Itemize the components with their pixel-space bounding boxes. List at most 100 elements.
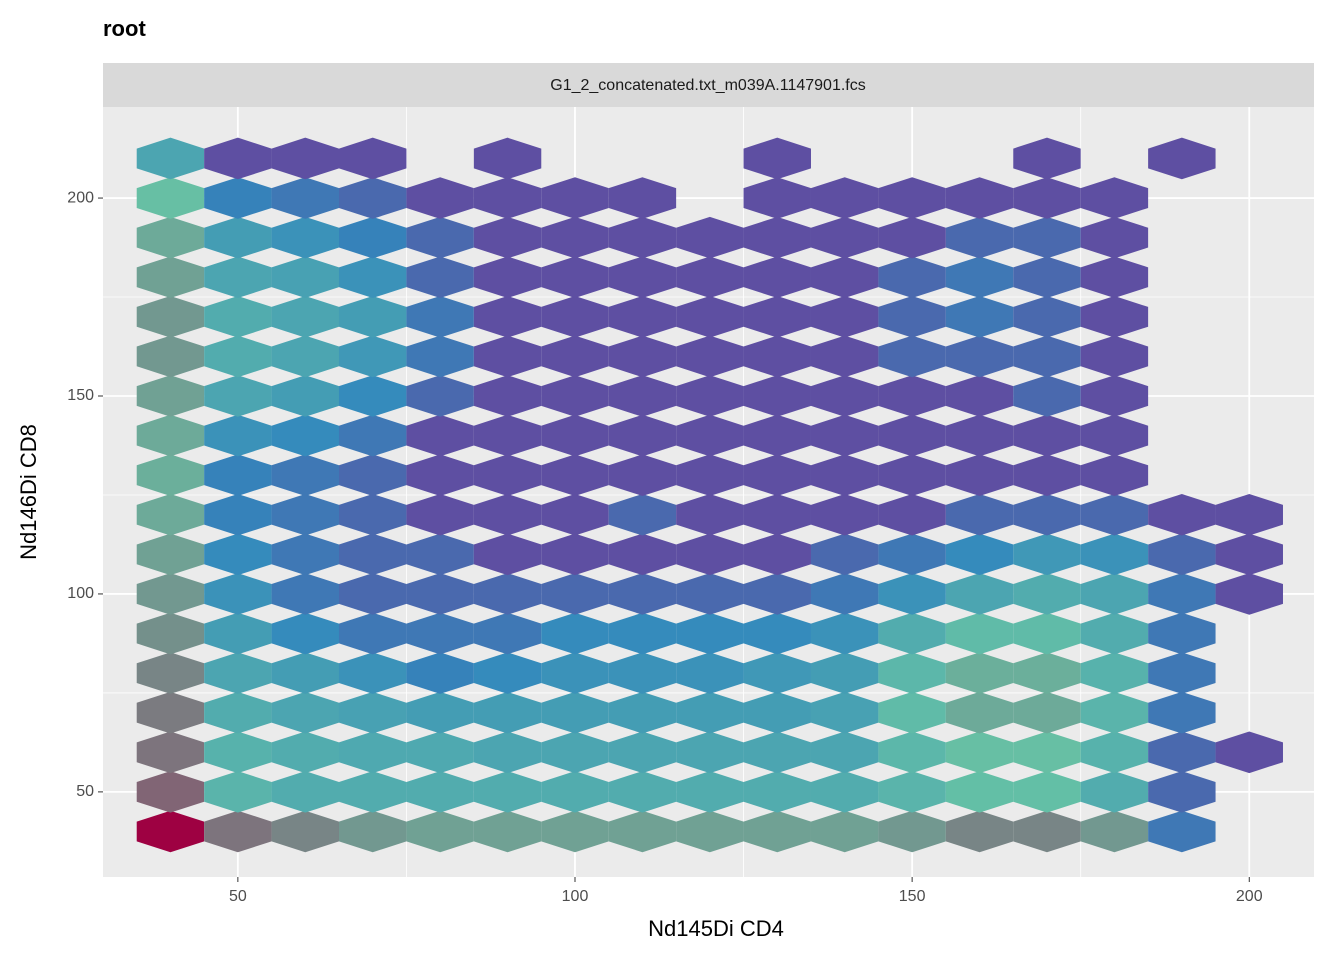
hex-cell <box>1148 137 1216 180</box>
hex-cell <box>473 533 542 576</box>
hex-cell <box>878 691 946 734</box>
hex-cell <box>473 296 542 338</box>
hex-cell <box>136 375 205 417</box>
hex-cell <box>945 771 1014 813</box>
hex-cell <box>878 256 946 299</box>
hex-cell <box>1013 414 1081 457</box>
hex-cell <box>204 810 272 853</box>
hex-cell <box>608 296 677 338</box>
hex-cell <box>743 691 811 734</box>
hex-cell <box>945 652 1014 694</box>
hex-cell <box>810 771 879 813</box>
hex-cell <box>743 414 811 457</box>
hex-cell <box>676 691 744 734</box>
hex-cell <box>878 652 946 694</box>
x-axis-label: Nd145Di CD4 <box>648 916 784 941</box>
hex-cell <box>136 771 205 813</box>
hex-cell <box>743 652 811 694</box>
hex-cell <box>1215 533 1283 576</box>
hex-cell <box>810 533 879 576</box>
hex-cell <box>676 533 744 576</box>
hex-cell <box>1013 375 1081 417</box>
hex-cell <box>878 533 946 576</box>
hex-cell <box>204 691 272 734</box>
hex-cell <box>1148 691 1216 734</box>
hex-cell <box>136 296 205 338</box>
hex-cell <box>1080 177 1149 219</box>
hex-cell <box>338 652 407 694</box>
hex-cell <box>406 256 474 299</box>
hex-cell <box>1215 731 1283 774</box>
hex-cell <box>541 573 609 615</box>
hex-cell <box>608 216 677 259</box>
hex-cell <box>473 335 542 378</box>
hex-cell <box>810 573 879 615</box>
hex-cell <box>1013 296 1081 338</box>
hex-cell <box>271 810 339 853</box>
hex-cell <box>541 493 609 536</box>
hex-cell <box>338 335 407 378</box>
hex-cell <box>945 691 1014 734</box>
hex-cell <box>743 573 811 615</box>
hex-cell <box>541 731 609 774</box>
hex-cell <box>1080 296 1149 338</box>
hex-cell <box>204 652 272 694</box>
hex-cell <box>406 731 474 774</box>
hex-cell <box>338 612 407 655</box>
hex-cell <box>473 375 542 417</box>
hex-cell <box>541 454 609 496</box>
hex-cell <box>271 731 339 774</box>
hex-cell <box>1080 810 1149 853</box>
hex-cell <box>608 335 677 378</box>
strip <box>103 63 1314 107</box>
hex-cell <box>1080 454 1149 496</box>
hex-cell <box>1013 771 1081 813</box>
hex-cell <box>1080 216 1149 259</box>
hex-cell <box>810 335 879 378</box>
hex-cell <box>473 216 542 259</box>
hex-cell <box>608 731 677 774</box>
hex-cell <box>271 652 339 694</box>
hex-cell <box>878 414 946 457</box>
y-tick-label: 200 <box>67 189 94 206</box>
hex-cell <box>1013 533 1081 576</box>
hex-cell <box>271 454 339 496</box>
hex-cell <box>473 771 542 813</box>
hex-cell <box>1080 493 1149 536</box>
hex-cell <box>676 414 744 457</box>
hex-cell <box>878 177 946 219</box>
hex-cell <box>473 573 542 615</box>
hex-cell <box>743 137 811 180</box>
hex-cell <box>743 375 811 417</box>
hex-cell <box>271 137 339 180</box>
hex-cell <box>338 177 407 219</box>
hex-cell <box>406 335 474 378</box>
hex-cell <box>743 216 811 259</box>
hex-cell <box>338 137 407 180</box>
hex-cell <box>608 652 677 694</box>
hex-cell <box>1013 216 1081 259</box>
hex-cell <box>541 810 609 853</box>
hex-cell <box>1148 731 1216 774</box>
hex-cell <box>945 296 1014 338</box>
hex-cell <box>608 691 677 734</box>
hex-cell <box>406 493 474 536</box>
hex-cell <box>676 731 744 774</box>
hex-cell <box>878 335 946 378</box>
y-axis-label: Nd146Di CD8 <box>16 424 41 560</box>
hex-cell <box>743 771 811 813</box>
hex-cell <box>945 731 1014 774</box>
hex-cell <box>204 414 272 457</box>
hex-cell <box>406 612 474 655</box>
hex-cell <box>338 810 407 853</box>
hex-cell <box>204 731 272 774</box>
hex-cell <box>136 414 205 457</box>
hex-cell <box>136 177 205 219</box>
hex-cell <box>136 256 205 299</box>
hex-cell <box>1013 335 1081 378</box>
hex-cell <box>204 137 272 180</box>
hex-cell <box>945 375 1014 417</box>
hex-cell <box>1013 691 1081 734</box>
hex-cell <box>743 810 811 853</box>
